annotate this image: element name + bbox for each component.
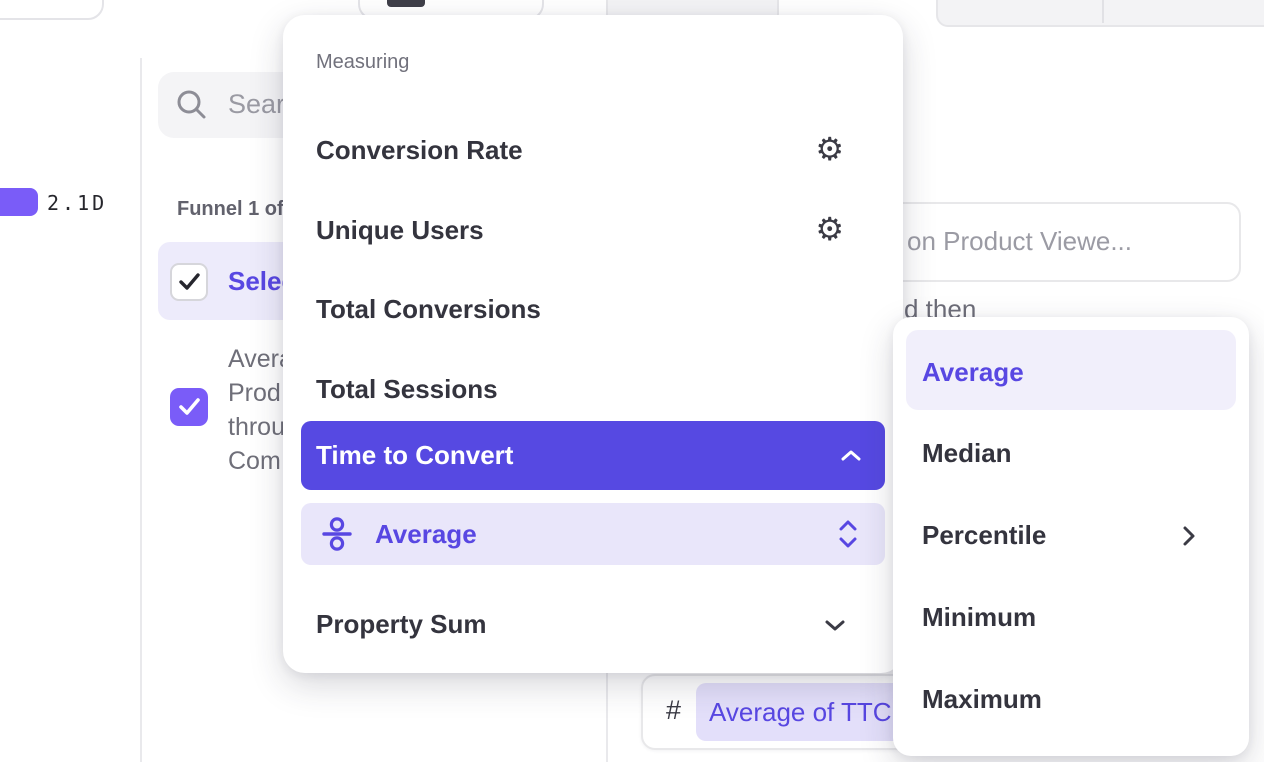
toolbar-button-icon (387, 0, 425, 7)
clipped-text-line: Prod (228, 379, 281, 407)
top-right-tabs[interactable] (936, 0, 1264, 27)
menu-item-property-sum[interactable]: Property Sum (316, 597, 870, 651)
select-arrows-icon (837, 516, 859, 557)
menu-item-time-to-convert-selected[interactable]: Time to Convert (301, 421, 885, 490)
number-type-icon: # (666, 695, 682, 725)
menu-item-conversion-rate[interactable]: Conversion Rate ⚙ (316, 131, 844, 167)
top-left-card (0, 0, 104, 20)
metric-pill-dropdown[interactable]: Average of TTC (696, 683, 924, 741)
submenu-item-median[interactable]: Median (922, 437, 1012, 468)
submenu-item-maximum[interactable]: Maximum (922, 683, 1042, 714)
left-rail-divider (140, 58, 142, 762)
search-icon (174, 87, 210, 128)
step-color-badge (0, 188, 38, 216)
chevron-down-icon (823, 615, 847, 640)
clipped-text-line: Avera (228, 345, 293, 373)
measure-checkbox-checked[interactable] (170, 388, 208, 426)
menu-item-total-sessions[interactable]: Total Sessions (316, 373, 498, 404)
chevron-right-icon (1180, 524, 1198, 553)
metric-pill-label: Average of TTC (709, 696, 892, 727)
menu-item-total-conversions[interactable]: Total Conversions (316, 293, 541, 324)
funnel-count-label: Funnel 1 of (177, 198, 284, 220)
time-to-convert-aggregation-row[interactable]: Average (301, 503, 885, 565)
metric-property-card[interactable]: # Average of TTC (641, 674, 937, 750)
chevron-up-icon (839, 446, 863, 471)
event-select-text: on Product Viewe... (907, 226, 1132, 256)
aggregation-submenu: Average Median Percentile Minimum Maximu… (893, 317, 1249, 756)
measuring-menu-title: Measuring (316, 51, 410, 73)
tab-divider (1102, 0, 1104, 23)
step-badge-label: 2.1D (47, 191, 108, 215)
gear-icon[interactable]: ⚙ (815, 211, 844, 247)
submenu-item-minimum[interactable]: Minimum (922, 601, 1037, 632)
step-checkbox-checked[interactable] (170, 263, 208, 301)
menu-item-unique-users[interactable]: Unique Users ⚙ (316, 211, 844, 247)
submenu-item-percentile[interactable]: Percentile (922, 511, 1222, 559)
clipped-text-line: throu (228, 413, 285, 441)
submenu-item-average-selected[interactable]: Average (906, 330, 1236, 410)
gear-icon[interactable]: ⚙ (815, 131, 844, 167)
clipped-text-line: Com (228, 447, 281, 475)
measuring-menu: Measuring Conversion Rate ⚙ Unique Users… (283, 15, 903, 673)
event-select-card[interactable]: on Product Viewe... (850, 202, 1241, 282)
average-divide-icon (319, 516, 355, 552)
